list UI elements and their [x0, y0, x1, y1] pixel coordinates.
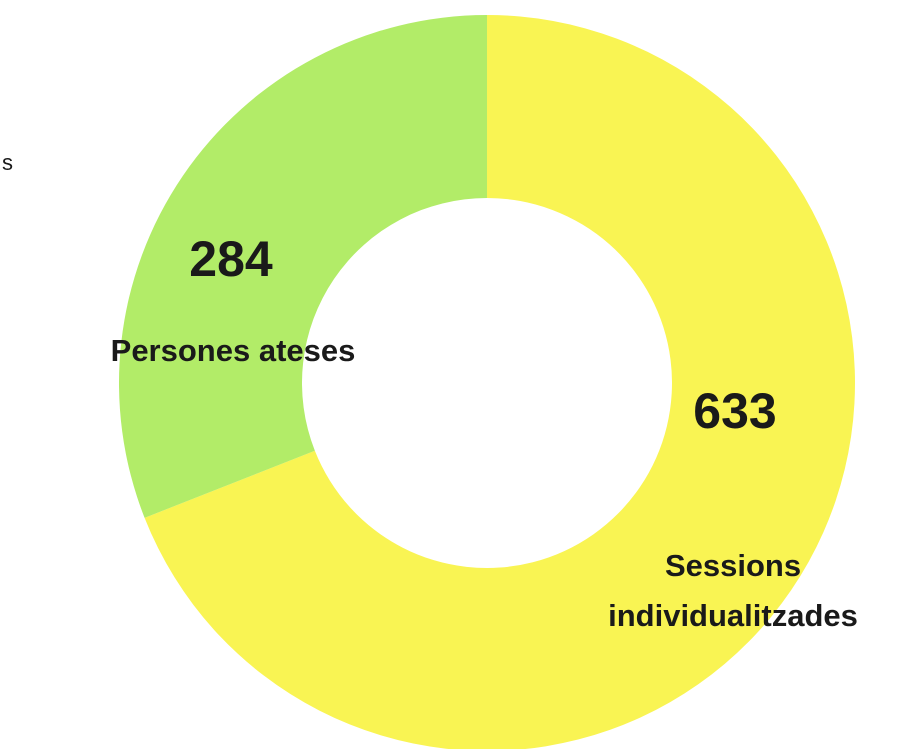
donut-slices: [118, 15, 855, 749]
slice-value-persones: 284: [189, 231, 273, 287]
slice-label-persones: Persones ateses: [111, 333, 356, 368]
slice-value-sessions: 633: [693, 383, 776, 439]
clipped-edge-glyph: s: [2, 150, 13, 175]
slice-label-sessions-line2: individualitzades: [608, 598, 858, 633]
slice-label-sessions-line1: Sessions: [665, 548, 801, 583]
slice-labels: 633 Sessions individualitzades 284 Perso…: [111, 231, 858, 633]
slice-sessions-individualitzades: [144, 15, 855, 749]
slice-persones-ateses: [118, 15, 487, 518]
